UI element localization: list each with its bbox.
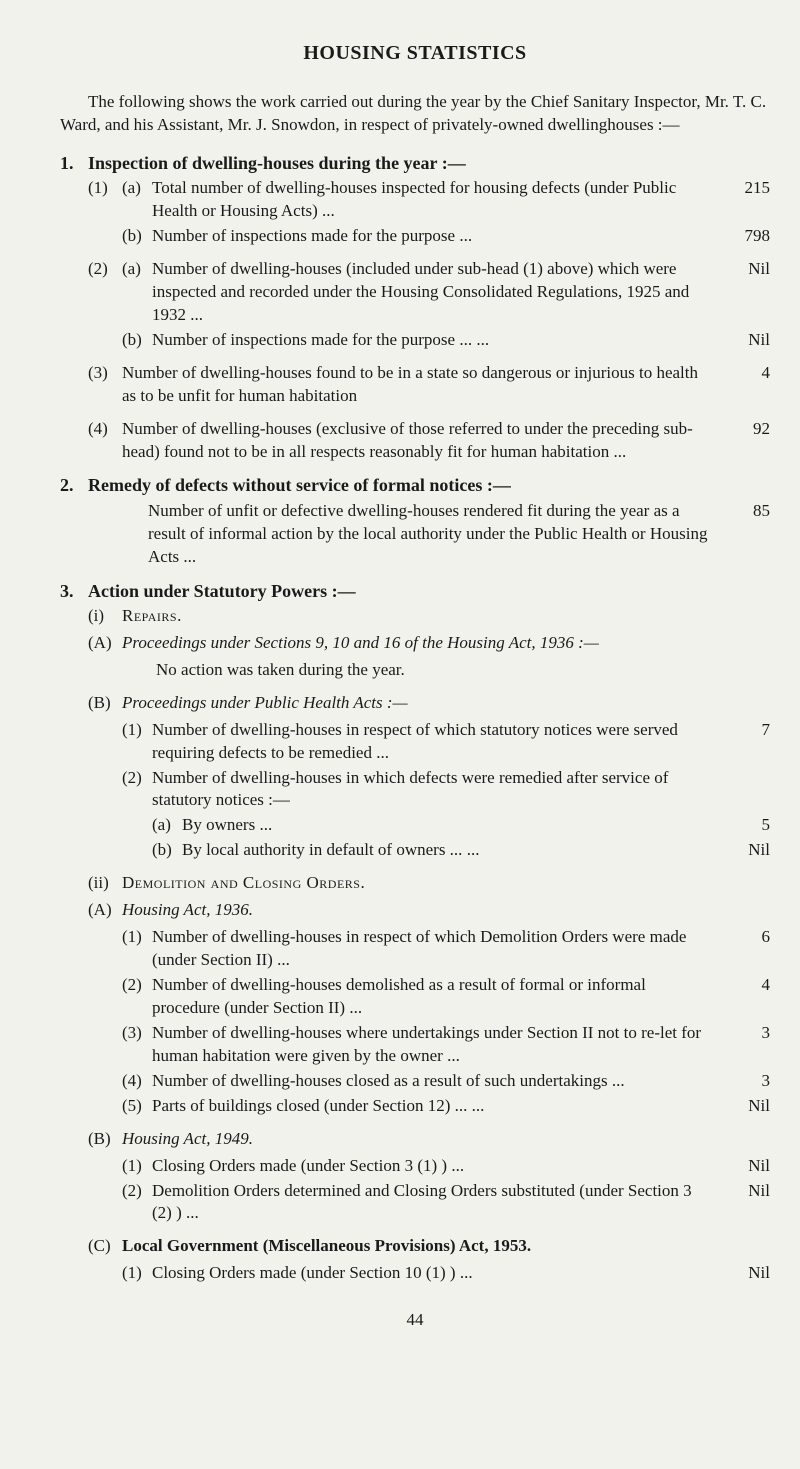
item-num: (B) (88, 1128, 122, 1151)
section-num: 1. (60, 151, 88, 175)
item-num: (2) (122, 1180, 152, 1203)
item-text: Number of dwelling-houses where undertak… (152, 1022, 722, 1068)
item-value: 5 (722, 814, 770, 837)
item-text: Number of dwelling-houses demolished as … (152, 974, 722, 1020)
section-num: 3. (60, 579, 88, 603)
sub-num: (a) (122, 177, 152, 200)
subsection-head: Repairs. (122, 605, 770, 628)
item-num: (1) (122, 926, 152, 949)
item-num: (3) (122, 1022, 152, 1045)
item-value: Nil (722, 839, 770, 862)
item-value: 3 (722, 1022, 770, 1045)
item-value: 4 (722, 974, 770, 997)
sub-num: (b) (122, 225, 152, 248)
item-num: (A) (88, 632, 122, 655)
sub-num: (b) (122, 329, 152, 352)
item-text: Number of unfit or defective dwelling-ho… (88, 500, 722, 569)
item-num: (4) (122, 1070, 152, 1093)
item-num: (2) (122, 974, 152, 997)
item-text: Total number of dwelling-houses inspecte… (152, 177, 722, 223)
item-value: 6 (722, 926, 770, 949)
section-num: 2. (60, 473, 88, 497)
subsection-head: Local Government (Miscellaneous Provisio… (122, 1235, 770, 1258)
page-number: 44 (60, 1309, 770, 1332)
item-value: 4 (722, 362, 770, 385)
item-text: Closing Orders made (under Section 10 (1… (152, 1262, 722, 1285)
item-text: Number of dwelling-houses closed as a re… (152, 1070, 722, 1093)
item-text: Number of inspections made for the purpo… (152, 225, 722, 248)
section-3-heading: 3. Action under Statutory Powers :— (60, 579, 770, 603)
item-text: Closing Orders made (under Section 3 (1)… (152, 1155, 722, 1178)
page-title: HOUSING STATISTICS (60, 40, 770, 67)
item-value: Nil (722, 329, 770, 352)
item-num: (3) (88, 362, 122, 385)
sub-num: (b) (152, 839, 182, 862)
sub-num: (a) (152, 814, 182, 837)
item-num: (B) (88, 692, 122, 715)
item-text: Number of dwelling-houses in respect of … (152, 926, 722, 972)
item-num: (1) (122, 719, 152, 742)
subsection-head-italic: Housing Act, 1936. (122, 899, 770, 922)
item-value: 3 (722, 1070, 770, 1093)
item-text: Number of dwelling-houses in which defec… (152, 767, 722, 813)
intro-paragraph: The following shows the work carried out… (60, 91, 770, 137)
subsection-head-italic: Proceedings under Sections 9, 10 and 16 … (122, 632, 770, 655)
item-num: (1) (122, 1262, 152, 1285)
subsection-head-italic: Housing Act, 1949. (122, 1128, 770, 1151)
page: { "colors": { "background": "#f2f2ec", "… (0, 0, 800, 1469)
item-value: Nil (722, 1155, 770, 1178)
item-value: Nil (722, 1180, 770, 1203)
item-num: (4) (88, 418, 122, 441)
item-num: (5) (122, 1095, 152, 1118)
item-text: Number of dwelling-houses found to be in… (122, 362, 722, 408)
item-value: Nil (722, 258, 770, 281)
item-num: (2) (88, 258, 122, 281)
item-text: Number of inspections made for the purpo… (152, 329, 722, 352)
item-num: (ii) (88, 872, 122, 895)
item-value: Nil (722, 1095, 770, 1118)
item-text: Number of dwelling-houses (exclusive of … (122, 418, 722, 464)
item-num: (1) (88, 177, 122, 200)
item-value: 798 (722, 225, 770, 248)
sub-num: (a) (122, 258, 152, 281)
item-num: (1) (122, 1155, 152, 1178)
section-1-heading: 1. Inspection of dwelling-houses during … (60, 151, 770, 175)
item-value: 215 (722, 177, 770, 200)
item-value: 7 (722, 719, 770, 742)
item-text: Demolition Orders determined and Closing… (152, 1180, 722, 1226)
item-text: Parts of buildings closed (under Section… (152, 1095, 722, 1118)
item-value: 92 (722, 418, 770, 441)
item-text: No action was taken during the year. (122, 659, 770, 682)
item-text: By owners (182, 814, 722, 837)
item-text: Number of dwelling-houses in respect of … (152, 719, 722, 765)
item-num: (2) (122, 767, 152, 790)
subsection-head-italic: Proceedings under Public Health Acts :— (122, 692, 770, 715)
item-text: Number of dwelling-houses (included unde… (152, 258, 722, 327)
section-2-heading: 2. Remedy of defects without service of … (60, 473, 770, 497)
subsection-head: Demolition and Closing Orders. (122, 872, 770, 895)
item-value: Nil (722, 1262, 770, 1285)
item-num: (i) (88, 605, 122, 628)
section-head-text: Remedy of defects without service of for… (88, 473, 770, 497)
item-num: (A) (88, 899, 122, 922)
item-value: 85 (722, 500, 770, 523)
section-head-text: Action under Statutory Powers :— (88, 579, 770, 603)
item-num: (C) (88, 1235, 122, 1258)
section-head-text: Inspection of dwelling-houses during the… (88, 151, 770, 175)
item-text: By local authority in default of owners … (182, 839, 722, 862)
